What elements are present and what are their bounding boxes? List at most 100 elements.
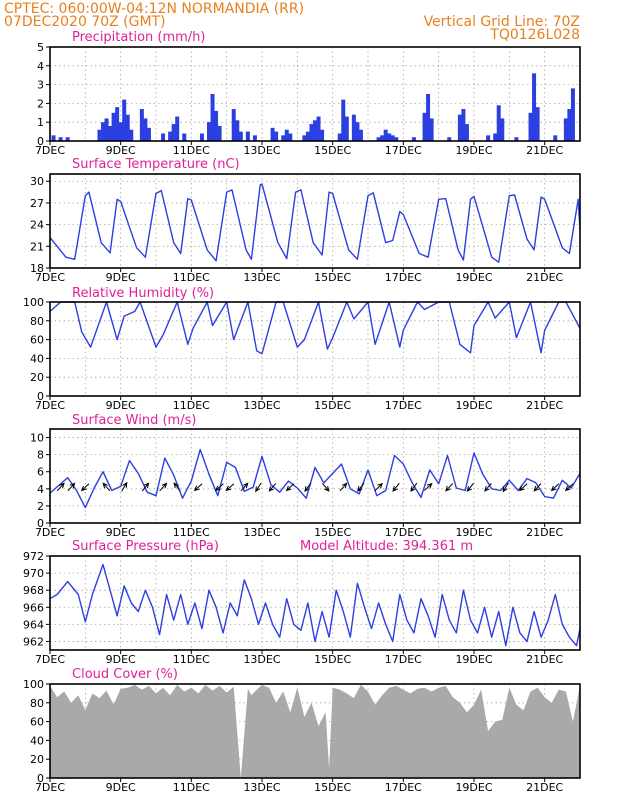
pres-title: Surface Pressure (hPa) bbox=[72, 539, 219, 554]
rh-ytick-label: 80 bbox=[30, 315, 44, 328]
precip-bar bbox=[168, 131, 173, 141]
precip-bar bbox=[309, 124, 314, 141]
wind-plot: 0 2 4 6 8 10 7DEC 9DEC 11DEC 13DEC 15DEC 17DEC 19DEC… bbox=[30, 428, 581, 539]
precip-bar bbox=[411, 137, 416, 141]
wind-vector-arrow bbox=[193, 483, 203, 492]
precip-bar bbox=[146, 127, 151, 141]
precip-bar bbox=[457, 114, 462, 141]
precip-bar bbox=[281, 135, 286, 141]
pres-xtick-label: 9DEC bbox=[106, 653, 136, 666]
pres-ytick-label: 970 bbox=[23, 567, 44, 580]
temp-ytick-label: 30 bbox=[30, 175, 44, 188]
precip-bar bbox=[65, 137, 70, 141]
rh-ytick-label: 60 bbox=[30, 334, 44, 347]
precip-bar bbox=[58, 137, 63, 141]
precip-bar bbox=[394, 137, 399, 141]
precip-bar bbox=[125, 114, 130, 141]
precip-bar bbox=[447, 137, 452, 141]
cloud-plot: 0 20 40 60 80 100 7DEC 9DEC 11DEC 13DEC 15DEC 17DEC… bbox=[23, 678, 581, 794]
rh-xtick-label: 7DEC bbox=[35, 399, 65, 412]
wind-vector-arrow bbox=[141, 482, 150, 492]
precip-bar bbox=[175, 116, 180, 141]
rh-xtick-label: 9DEC bbox=[106, 399, 136, 412]
temp-series-line bbox=[49, 183, 581, 263]
precip-bar bbox=[101, 122, 105, 141]
precip-xtick-label: 17DEC bbox=[385, 144, 422, 157]
precip-bar bbox=[143, 118, 148, 141]
wind-ytick-label: 6 bbox=[37, 466, 44, 479]
precip-bar bbox=[486, 135, 491, 141]
wind-vector-arrow bbox=[255, 482, 262, 493]
pres-xtick-label: 7DEC bbox=[35, 653, 65, 666]
wind-vector-arrow bbox=[304, 482, 312, 493]
precip-bar bbox=[422, 112, 427, 141]
precip-bar bbox=[351, 114, 356, 141]
precip-bar bbox=[337, 133, 342, 141]
precip-ytick-label: 3 bbox=[37, 79, 44, 92]
wind-vector-arrow bbox=[80, 483, 90, 492]
precip-bar bbox=[214, 110, 219, 141]
rh-title: Relative Humidity (%) bbox=[72, 286, 214, 301]
cloud-xtick-label: 9DEC bbox=[106, 781, 136, 794]
wind-ytick-label: 8 bbox=[37, 449, 44, 462]
precip-bar bbox=[51, 135, 56, 141]
precip-bar bbox=[302, 135, 307, 141]
precip-xtick-label: 7DEC bbox=[35, 144, 65, 157]
precip-bar bbox=[284, 129, 289, 141]
precip-xtick-label: 15DEC bbox=[314, 144, 351, 157]
rh-panel: Relative Humidity (%) 0 20 40 60 80 100 7DEC 9D… bbox=[23, 286, 581, 412]
pres-xtick-label: 11DEC bbox=[173, 653, 210, 666]
temp-xtick-label: 17DEC bbox=[385, 271, 422, 284]
pres-xtick-label: 13DEC bbox=[243, 653, 280, 666]
wind-title: Surface Wind (m/s) bbox=[72, 413, 196, 428]
wind-vector-arrow bbox=[502, 482, 509, 493]
wind-ytick-label: 2 bbox=[37, 500, 44, 513]
wind-frame bbox=[49, 428, 581, 524]
precip-bar bbox=[171, 124, 176, 141]
wind-xtick-label: 21DEC bbox=[526, 526, 563, 539]
precip-bar bbox=[500, 118, 505, 141]
cloud-ytick-label: 100 bbox=[23, 678, 44, 691]
wind-vector-arrow bbox=[533, 483, 542, 492]
precip-bar bbox=[104, 118, 109, 141]
pres-ytick-label: 964 bbox=[23, 618, 44, 631]
wind-vector-arrow bbox=[410, 482, 418, 493]
temp-xtick-label: 11DEC bbox=[173, 271, 210, 284]
wind-vector-arrow bbox=[322, 482, 330, 492]
rh-series-line bbox=[49, 301, 581, 355]
wind-vector-arrow bbox=[445, 483, 454, 492]
precip-bar bbox=[238, 131, 243, 141]
pres-plot: 962 964 966 968 970 972 7DEC 9DEC 11DEC 13DEC 15DE… bbox=[23, 550, 581, 666]
temp-xtick-label: 13DEC bbox=[243, 271, 280, 284]
temp-plot: 18 21 24 27 30 7DEC 9DEC 11DEC 13DEC 15DEC 17DEC 19… bbox=[30, 173, 581, 284]
precip-bar bbox=[496, 105, 501, 141]
wind-xtick-label: 13DEC bbox=[243, 526, 280, 539]
wind-xtick-label: 11DEC bbox=[173, 526, 210, 539]
precip-ytick-label: 2 bbox=[37, 97, 44, 110]
precip-bar bbox=[316, 116, 321, 141]
wind-vector-arrow bbox=[424, 482, 433, 491]
wind-xtick-label: 7DEC bbox=[35, 526, 65, 539]
wind-ytick-label: 0 bbox=[37, 517, 44, 530]
precip-bar bbox=[387, 133, 392, 141]
cloud-xtick-label: 11DEC bbox=[173, 781, 210, 794]
precip-xtick-label: 19DEC bbox=[455, 144, 492, 157]
pres-xtick-label: 19DEC bbox=[455, 653, 492, 666]
cloud-ytick-label: 20 bbox=[30, 753, 44, 766]
precip-bar bbox=[341, 99, 346, 141]
precip-bar bbox=[97, 129, 102, 141]
wind-vector-arrow bbox=[466, 482, 474, 492]
wind-panel: Surface Wind (m/s) 0 2 4 6 8 10 7DEC 9DEC 11DEC 1… bbox=[30, 413, 581, 539]
temp-panel: Surface Temperature (nC) 18 21 24 27 30 7DEC 9… bbox=[30, 157, 581, 284]
precip-bar bbox=[355, 122, 360, 141]
cloud-xtick-label: 13DEC bbox=[243, 781, 280, 794]
precip-xtick-label: 9DEC bbox=[106, 144, 136, 157]
precip-title: Precipitation (mm/h) bbox=[72, 30, 205, 45]
precip-bar bbox=[528, 112, 533, 141]
grid-line-label: Vertical Grid Line: 70Z bbox=[424, 14, 580, 30]
wind-ytick-label: 10 bbox=[30, 432, 44, 445]
temp-xtick-label: 21DEC bbox=[526, 271, 563, 284]
wind-xtick-label: 15DEC bbox=[314, 526, 351, 539]
cloud-title: Cloud Cover (%) bbox=[72, 667, 178, 682]
temp-frame bbox=[49, 173, 581, 269]
